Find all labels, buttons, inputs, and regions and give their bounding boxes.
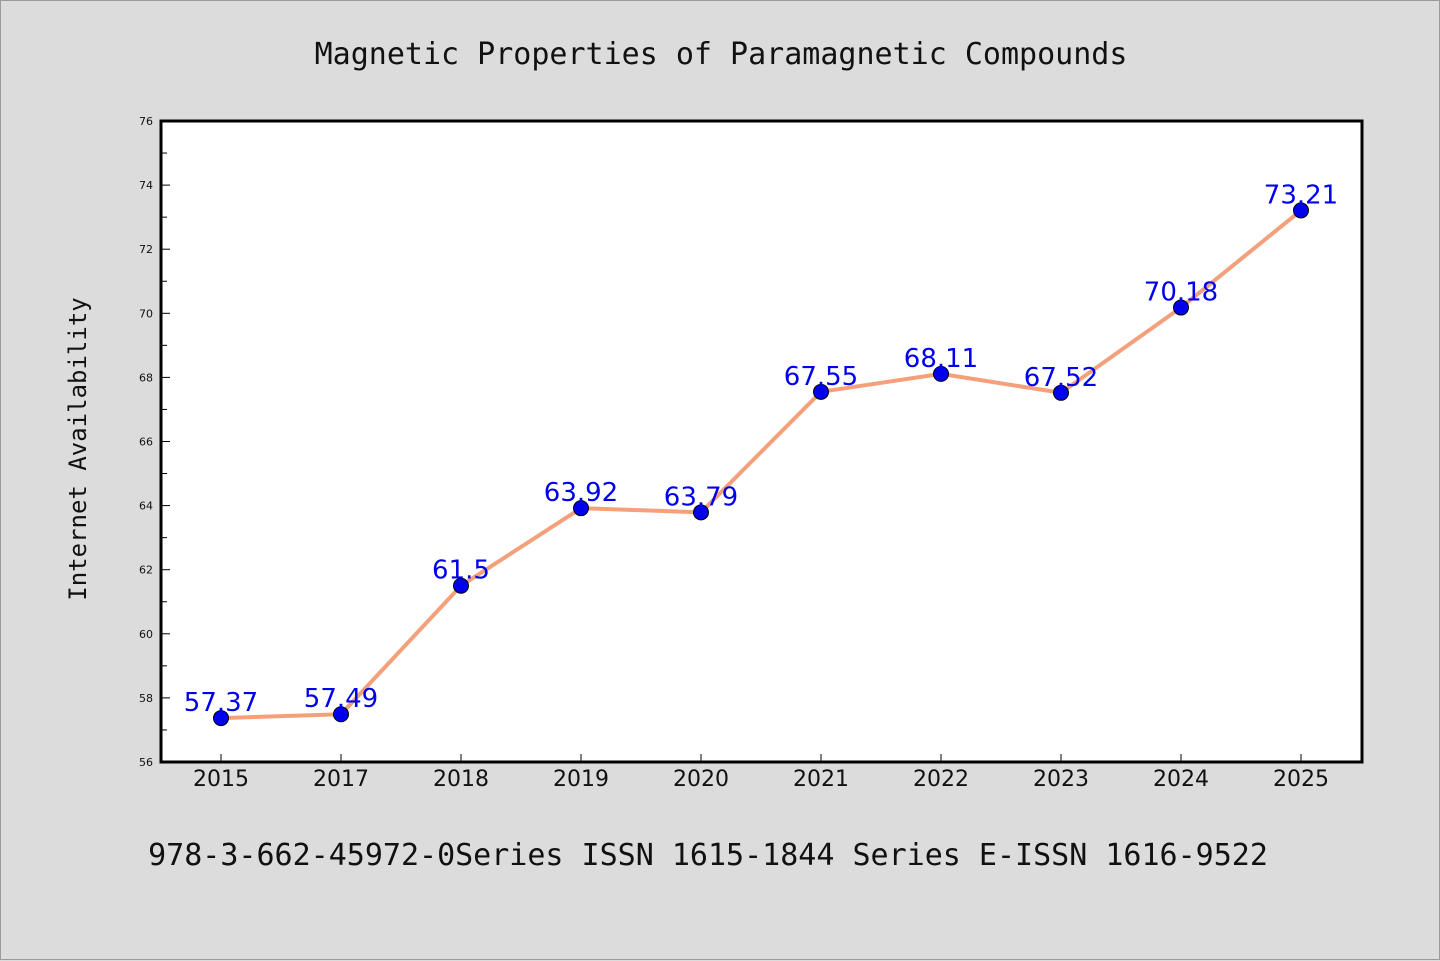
data-point-marker	[933, 365, 949, 382]
data-label: 63.92	[544, 478, 618, 508]
data-point-marker	[693, 504, 709, 521]
x-tick-label: 2018	[433, 767, 489, 792]
data-point-marker	[1053, 384, 1069, 401]
series-layer: 57.37 57.49 61.5 63.92 63.79 67.55 68.11 67.52 7…	[184, 180, 1338, 727]
data-label: 68.11	[904, 344, 978, 374]
x-tick-label: 2021	[793, 767, 849, 792]
chart-title: Magnetic Properties of Paramagnetic Comp…	[315, 37, 1128, 72]
y-tick-label: 72	[139, 243, 153, 256]
x-tick-label: 2019	[553, 767, 609, 792]
series-line	[219, 208, 1303, 721]
x-tick-label: 2015	[193, 767, 249, 792]
x-tick-label: 2023	[1033, 767, 1089, 792]
data-label: 61.5	[432, 556, 490, 586]
data-point-marker	[453, 577, 469, 594]
data-label: 57.49	[304, 684, 378, 714]
data-point-marker	[813, 383, 829, 400]
data-point-marker	[333, 706, 349, 723]
y-tick-label: 74	[139, 179, 153, 192]
y-tick-label: 60	[139, 628, 153, 641]
y-tick-label: 68	[139, 371, 153, 384]
data-point-marker	[1173, 299, 1189, 316]
x-tick-label: 2022	[913, 767, 969, 792]
data-label: 73.21	[1264, 180, 1338, 210]
x-tick-label: 2020	[673, 767, 729, 792]
data-label: 57.37	[184, 688, 258, 718]
y-tick-label: 70	[139, 307, 153, 320]
y-tick-label: 58	[139, 692, 153, 705]
y-tick-label: 62	[139, 564, 153, 577]
data-label: 67.55	[784, 362, 858, 392]
y-axis-label: Internet Availability	[64, 297, 92, 600]
data-label: 63.79	[664, 482, 738, 512]
data-point-marker	[213, 710, 229, 727]
y-tick-label: 76	[139, 115, 153, 128]
data-point-marker	[573, 500, 589, 517]
x-axis-ticks: 2015 2017 2018 2019 2020 2021 2022 2023 2024 2025	[193, 754, 1329, 792]
y-tick-label: 66	[139, 436, 153, 449]
y-tick-label: 64	[139, 500, 153, 513]
data-label: 70.18	[1144, 278, 1218, 308]
y-axis-ticks: 56 58 60 62 64 66 68 70 72 74 76	[139, 115, 170, 769]
data-point-marker	[1293, 202, 1309, 219]
footer-identifier-text: 978-3-662-45972-0Series ISSN 1615-1844 S…	[148, 838, 1268, 873]
x-tick-label: 2024	[1153, 767, 1209, 792]
data-label: 67.52	[1024, 363, 1098, 393]
x-tick-label: 2025	[1273, 767, 1329, 792]
y-tick-label: 56	[139, 756, 153, 769]
x-tick-label: 2017	[313, 767, 369, 792]
plot-area	[159, 119, 1364, 764]
